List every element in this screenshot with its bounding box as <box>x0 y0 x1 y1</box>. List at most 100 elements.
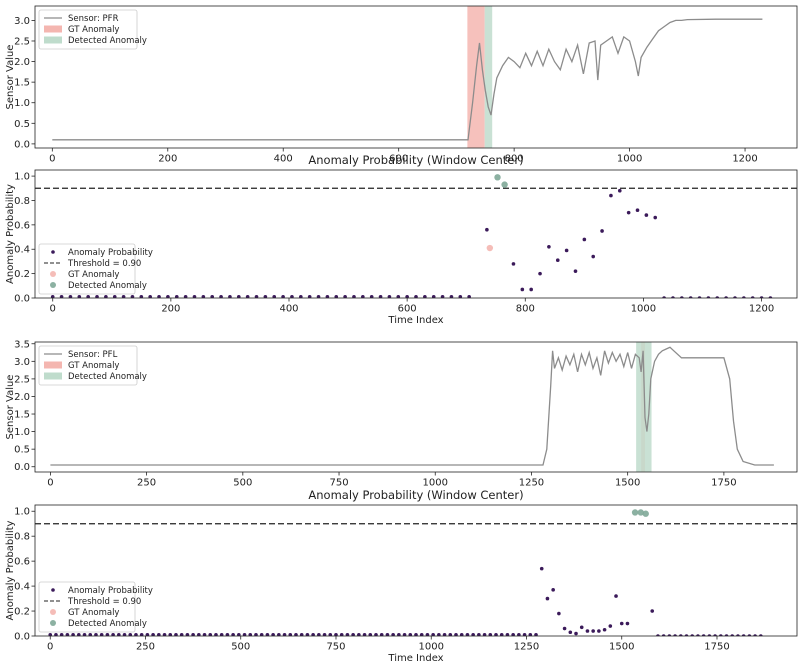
probability-point <box>208 632 213 636</box>
probability-point <box>701 634 706 636</box>
legend-label: Detected Anomaly <box>68 372 147 382</box>
probability-point <box>316 294 321 298</box>
legend-label: Detected Anomaly <box>68 36 147 46</box>
y-tick-label: 0.0 <box>14 294 30 305</box>
probability-point <box>290 294 294 298</box>
probability-point <box>237 632 241 636</box>
probability-point <box>742 296 746 298</box>
probability-point <box>54 632 58 636</box>
probability-point <box>397 632 401 636</box>
plot-area <box>35 174 797 298</box>
y-tick-label: 3.0 <box>14 16 30 27</box>
legend-label: Threshold = 0.90 <box>67 597 141 607</box>
axes-frame <box>34 504 798 637</box>
y-tick-label: 0.4 <box>14 582 30 593</box>
probability-point <box>653 215 658 220</box>
probability-point <box>317 632 321 636</box>
chart-panel-2: 0 200 400 600 800 1000 12000.00.20.40.60.81.0A… <box>5 153 798 326</box>
plot-area <box>50 342 774 472</box>
y-tick-label: 2.0 <box>14 57 30 68</box>
probability-point <box>305 632 310 636</box>
probability-point <box>644 213 649 217</box>
probability-point <box>600 229 604 233</box>
probability-point <box>555 258 560 263</box>
probability-point <box>488 632 493 636</box>
series-line-sensor-pfr <box>52 18 763 141</box>
probability-point <box>139 294 144 298</box>
probability-point <box>343 294 347 298</box>
detected-anomaly-point <box>642 510 649 517</box>
y-tick-label: 0.8 <box>14 196 30 207</box>
probability-point <box>245 294 250 298</box>
probability-point <box>719 634 723 636</box>
legend-gt-swatch <box>44 361 62 369</box>
probability-point <box>626 210 631 215</box>
plot-area <box>52 6 763 148</box>
detected-anomaly-region <box>484 6 493 148</box>
probability-point <box>673 634 677 636</box>
probability-point <box>713 634 717 636</box>
legend-gt-swatch <box>50 271 56 277</box>
probability-point <box>104 294 108 298</box>
probability-point <box>162 632 167 636</box>
probability-point <box>77 632 81 636</box>
probability-point <box>440 294 445 298</box>
y-tick-label: 0.5 <box>14 445 30 456</box>
probability-point <box>134 632 138 636</box>
y-tick-label: 2.0 <box>14 392 30 403</box>
legend-label: Detected Anomaly <box>68 281 147 291</box>
probability-point <box>265 632 270 636</box>
probability-point <box>59 294 64 298</box>
probability-point <box>690 634 695 636</box>
probability-point <box>379 632 384 636</box>
detected-anomaly-point <box>501 181 508 188</box>
x-tick-label: 1200 <box>732 154 757 165</box>
probability-point <box>547 245 551 249</box>
x-tick-label: 250 <box>137 478 156 489</box>
probability-point <box>449 294 454 298</box>
probability-point <box>768 296 773 298</box>
probability-point <box>48 632 53 636</box>
probability-point <box>334 632 338 636</box>
x-tick-label: 0 <box>47 478 53 489</box>
probability-point <box>471 632 475 636</box>
probability-point <box>706 296 711 298</box>
x-axis-label: Time Index <box>387 315 443 326</box>
probability-point <box>71 632 75 636</box>
probability-point <box>437 632 441 636</box>
probability-point <box>322 632 327 636</box>
probability-point <box>551 588 555 592</box>
probability-point <box>650 609 655 613</box>
series-line-sensor-pfl <box>50 346 774 466</box>
x-tick-label: 200 <box>158 154 177 165</box>
chart-panel-4: 0 250 500 750 1000 1250 1500 1750 0.0 0.2 0.4 0.6 0.… <box>5 488 798 663</box>
probability-point <box>662 296 666 298</box>
probability-point <box>405 294 409 298</box>
probability-point <box>545 596 550 601</box>
y-tick-label: 1.0 <box>14 427 30 438</box>
probability-point <box>477 632 481 636</box>
probability-point <box>77 294 82 298</box>
y-tick-label: 0.6 <box>14 557 30 568</box>
probability-point <box>635 208 640 213</box>
chart-title: Anomaly Probability (Window Center) <box>308 153 523 167</box>
probability-point <box>345 632 350 636</box>
probability-point <box>431 294 436 298</box>
probability-point <box>263 294 268 298</box>
probability-point <box>585 629 590 633</box>
x-tick-label: 800 <box>505 154 524 165</box>
x-tick-label: 400 <box>279 304 298 315</box>
x-tick-label: 500 <box>233 478 252 489</box>
axes-frame <box>34 169 798 299</box>
probability-point <box>387 294 392 298</box>
legend-box <box>38 581 136 633</box>
probability-point <box>94 632 98 636</box>
legend-label: Threshold = 0.90 <box>67 259 141 269</box>
probability-point <box>425 632 430 636</box>
probability-point <box>307 294 312 298</box>
probability-point <box>148 294 152 298</box>
x-tick-label: 600 <box>389 154 408 165</box>
detected-anomaly-point <box>631 509 639 516</box>
probability-point <box>254 294 259 298</box>
y-tick-label: 1.0 <box>14 507 30 518</box>
